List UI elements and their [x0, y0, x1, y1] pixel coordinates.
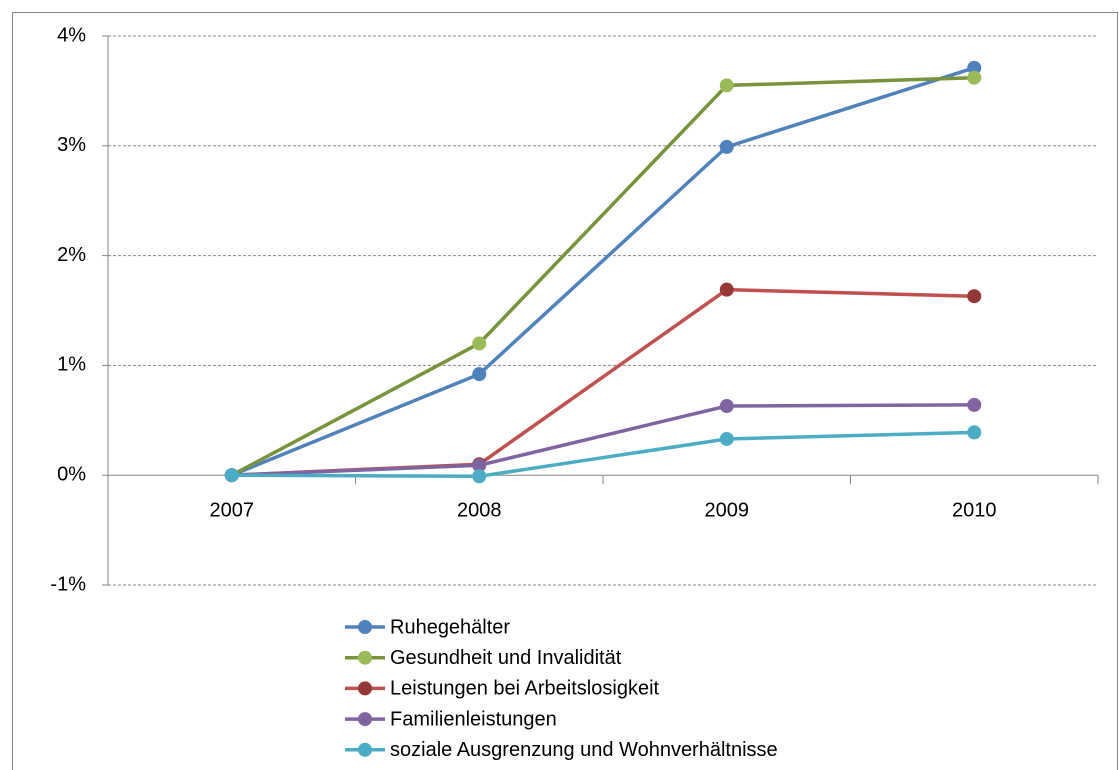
y-tick-label: 2% — [57, 244, 86, 266]
chart-frame — [12, 12, 1118, 770]
x-tick-label: 2010 — [952, 499, 997, 521]
y-tick-label: -1% — [50, 573, 86, 595]
data-point — [967, 425, 982, 440]
series-line — [231, 66, 975, 477]
legend-label: Leistungen bei Arbeitslosigkeit — [390, 678, 660, 700]
data-point — [719, 139, 734, 154]
series-line — [230, 75, 975, 477]
data-point — [719, 399, 734, 414]
data-point — [967, 70, 982, 85]
data-point — [472, 469, 487, 484]
series-line — [231, 403, 975, 477]
y-tick-label: 0% — [57, 463, 86, 485]
legend-marker — [358, 620, 372, 634]
legend-marker — [358, 712, 372, 727]
data-point — [472, 458, 487, 473]
legend-marker — [358, 681, 372, 696]
legend-marker — [358, 742, 372, 757]
legend-label: Gesundheit und Invalidität — [390, 647, 622, 669]
legend-label: soziale Ausgrenzung und Wohnverhältnisse — [390, 739, 778, 761]
data-point — [472, 336, 487, 351]
y-tick-label: 1% — [57, 354, 86, 376]
series-line — [231, 430, 975, 479]
data-point — [719, 78, 734, 93]
legend-label: Ruhegehälter — [390, 616, 510, 638]
x-tick-label: 2009 — [705, 499, 750, 521]
data-point — [224, 468, 239, 483]
data-point — [719, 282, 734, 297]
legend-marker — [358, 650, 372, 665]
data-point — [719, 431, 734, 446]
data-point — [967, 397, 982, 412]
data-point — [967, 60, 982, 75]
y-tick-label: 3% — [57, 134, 86, 156]
legend-label: Familienleistungen — [390, 708, 557, 730]
y-tick-label: 4% — [57, 24, 86, 46]
x-tick-label: 2007 — [210, 499, 255, 521]
x-tick-label: 2008 — [457, 499, 502, 521]
data-point — [472, 367, 487, 382]
data-point — [967, 289, 982, 304]
